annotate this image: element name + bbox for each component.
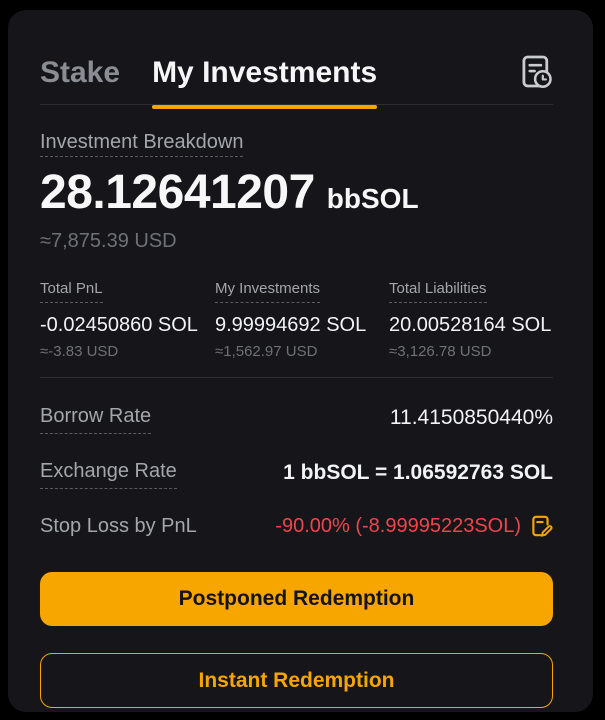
- stat-my-investments: My Investments 9.99994692 SOL ≈1,562.97 …: [215, 279, 389, 361]
- stop-loss-value: -90.00% (-8.99995223SOL): [275, 515, 521, 537]
- instant-redemption-button[interactable]: Instant Redemption: [40, 653, 553, 708]
- section-divider: [40, 377, 553, 378]
- stat-total-pnl-label[interactable]: Total PnL: [40, 279, 103, 303]
- stat-total-pnl: Total PnL -0.02450860 SOL ≈-3.83 USD: [40, 279, 215, 361]
- total-balance-unit: bbSOL: [326, 183, 419, 214]
- borrow-rate-row: Borrow Rate 11.4150850440%: [40, 402, 553, 434]
- stats-grid: Total PnL -0.02450860 SOL ≈-3.83 USD My …: [40, 279, 553, 361]
- edit-icon: [532, 515, 553, 537]
- stat-total-pnl-value: -0.02450860 SOL: [40, 314, 198, 336]
- stop-loss-row: Stop Loss by PnL -90.00% (-8.99995223SOL…: [40, 512, 553, 540]
- exchange-rate-row: Exchange Rate 1 bbSOL = 1.06592763 SOL: [40, 457, 553, 489]
- stop-loss-label: Stop Loss by PnL: [40, 515, 197, 537]
- borrow-rate-value: 11.4150850440%: [389, 406, 553, 429]
- stat-total-liabilities-value: 20.00528164 SOL: [389, 314, 552, 336]
- investment-breakdown-label: Investment Breakdown: [40, 129, 553, 157]
- exchange-rate-label[interactable]: Exchange Rate: [40, 457, 177, 489]
- stat-total-liabilities-usd: ≈3,126.78 USD: [389, 343, 492, 360]
- stat-my-investments-usd: ≈1,562.97 USD: [215, 343, 318, 360]
- stat-total-pnl-usd: ≈-3.83 USD: [40, 343, 119, 360]
- stat-my-investments-label[interactable]: My Investments: [215, 279, 321, 303]
- edit-stop-loss-button[interactable]: [529, 514, 553, 538]
- total-balance: 28.12641207 bbSOL: [40, 167, 553, 219]
- my-investments-panel: Stake My Investments Investment Breakdow…: [8, 10, 593, 712]
- total-balance-usd: ≈7,875.39 USD: [40, 230, 177, 252]
- postponed-redemption-button[interactable]: Postponed Redemption: [40, 572, 553, 626]
- tab-stake[interactable]: Stake: [40, 56, 121, 89]
- stat-total-liabilities-label[interactable]: Total Liabilities: [389, 279, 487, 303]
- borrow-rate-label[interactable]: Borrow Rate: [40, 402, 152, 434]
- exchange-rate-value: 1 bbSOL = 1.06592763 SOL: [283, 461, 553, 484]
- tab-my-investments[interactable]: My Investments: [152, 56, 378, 109]
- tab-bar: Stake My Investments: [40, 10, 553, 109]
- stop-loss-value-group: -90.00% (-8.99995223SOL): [275, 512, 553, 540]
- investment-breakdown-tooltip-trigger[interactable]: Investment Breakdown: [40, 131, 244, 157]
- stat-my-investments-value: 9.99994692 SOL: [215, 314, 367, 336]
- order-history-icon: [522, 55, 552, 88]
- stat-total-liabilities: Total Liabilities 20.00528164 SOL ≈3,126…: [389, 279, 553, 361]
- order-history-button[interactable]: [520, 54, 553, 89]
- total-balance-amount: 28.12641207: [40, 166, 315, 219]
